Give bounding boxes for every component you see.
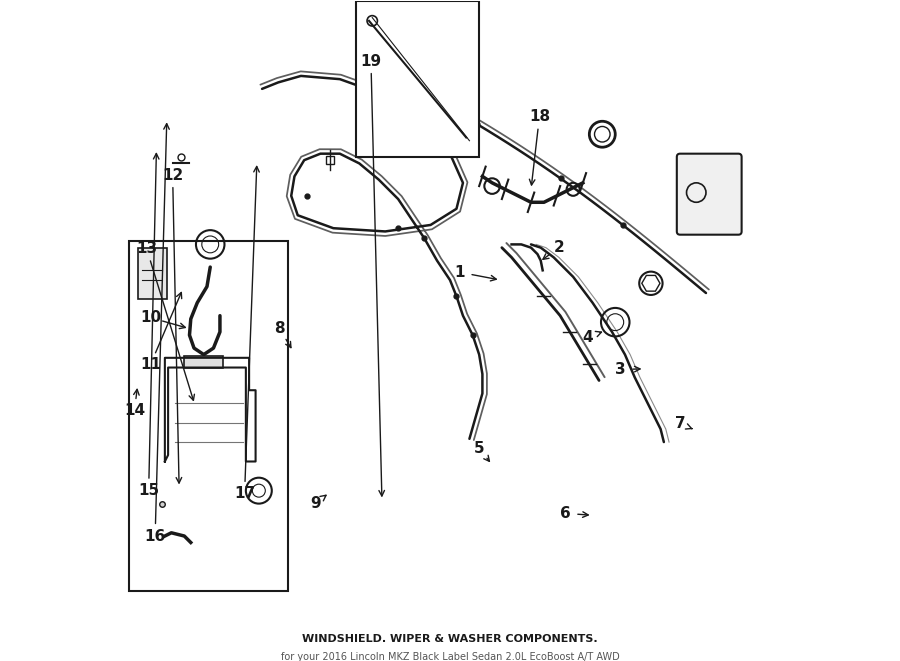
Text: 7: 7 (675, 416, 686, 432)
Bar (356, 1, 479, 157)
Text: 5: 5 (473, 441, 484, 456)
Text: 18: 18 (529, 109, 550, 124)
Text: 19: 19 (360, 54, 382, 69)
Bar (130, 241, 288, 591)
Text: 1: 1 (454, 265, 465, 280)
Text: 11: 11 (140, 357, 161, 371)
Text: 6: 6 (560, 506, 571, 521)
Text: 3: 3 (615, 362, 626, 377)
Text: 12: 12 (162, 168, 184, 182)
Text: 4: 4 (582, 330, 593, 344)
Text: 9: 9 (310, 496, 320, 511)
Text: 10: 10 (140, 310, 161, 325)
Text: 14: 14 (124, 403, 145, 418)
Text: 8: 8 (274, 321, 285, 336)
Bar (138, 248, 166, 299)
Text: 17: 17 (234, 486, 255, 502)
Text: for your 2016 Lincoln MKZ Black Label Sedan 2.0L EcoBoost A/T AWD: for your 2016 Lincoln MKZ Black Label Se… (281, 652, 619, 661)
Text: 13: 13 (136, 241, 158, 256)
Text: WINDSHIELD. WIPER & WASHER COMPONENTS.: WINDSHIELD. WIPER & WASHER COMPONENTS. (302, 635, 598, 644)
Text: 16: 16 (145, 529, 166, 543)
FancyBboxPatch shape (677, 153, 742, 235)
Bar (184, 356, 223, 368)
Text: 2: 2 (554, 240, 564, 255)
Text: 15: 15 (138, 483, 159, 498)
